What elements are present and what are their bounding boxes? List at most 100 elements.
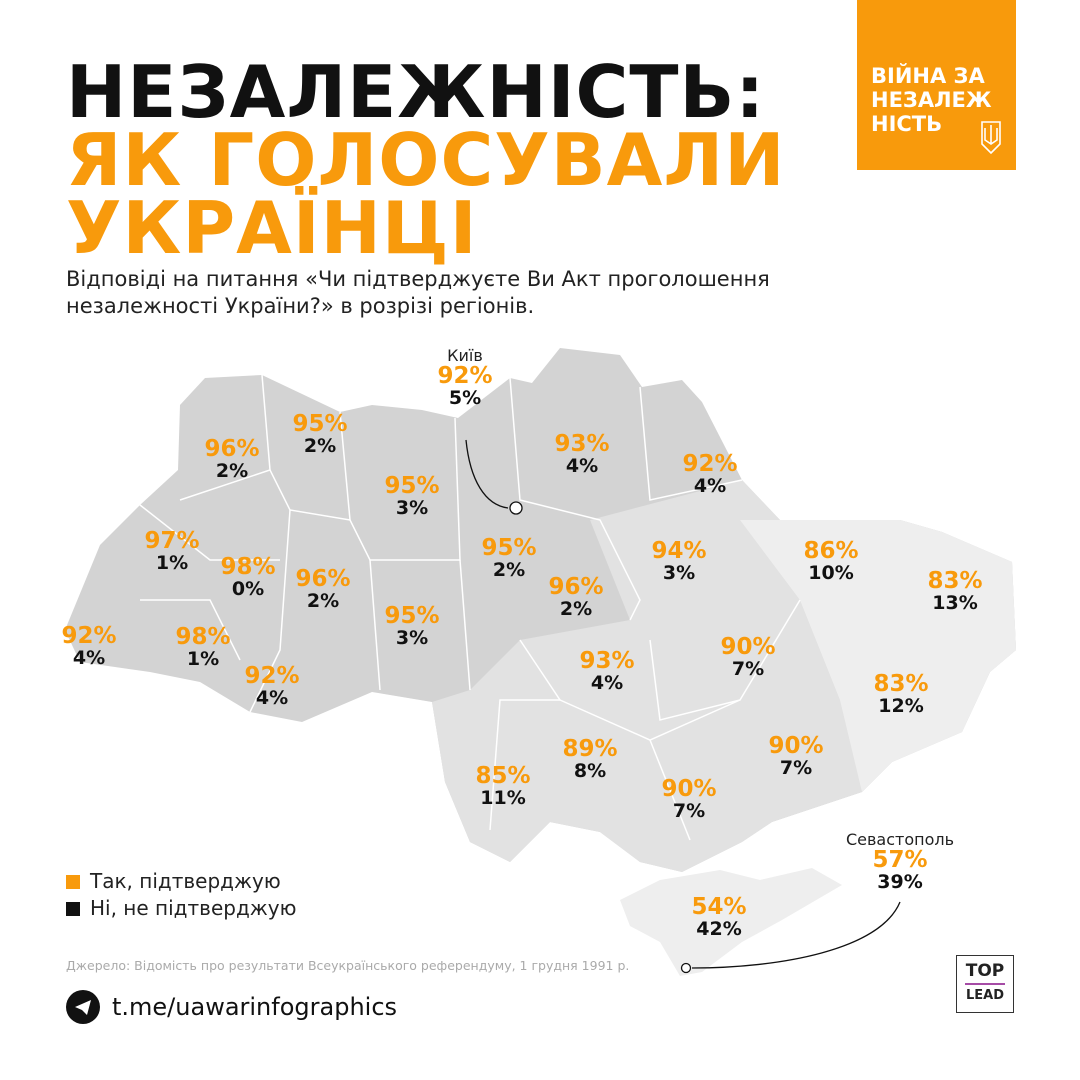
sevastopol-arrow — [691, 901, 901, 969]
no-percent: 1% — [186, 648, 220, 670]
yes-percent: 98% — [220, 554, 276, 580]
region-label: 95% 3% — [384, 603, 440, 650]
yes-percent: 93% — [554, 431, 610, 457]
no-percent: 10% — [808, 562, 854, 584]
yes-percent: 96% — [548, 574, 604, 600]
region-label: 83% 13% — [927, 568, 983, 615]
region-label: 95% 2% — [292, 411, 348, 458]
region-borders — [139, 374, 801, 841]
yes-percent: 97% — [144, 528, 200, 554]
yes-percent: 95% — [384, 473, 440, 499]
telegram-link[interactable]: t.me/uawarinfographics — [66, 990, 397, 1024]
map-crimea — [620, 868, 842, 976]
yes-percent: 90% — [661, 776, 717, 802]
page-title: НЕЗАЛЕЖНІСТЬ: ЯК ГОЛОСУВАЛИ УКРАЇНЦІ — [66, 50, 786, 270]
region-label: 90% 7% — [768, 733, 824, 780]
subtitle: Відповіді на питання «Чи підтверджуєте В… — [66, 267, 770, 318]
region-label: 54% 42% — [691, 894, 747, 941]
no-percent: 4% — [72, 647, 106, 669]
trident-icon — [981, 121, 1001, 154]
region-label: 92% 4% — [244, 663, 300, 710]
legend-label: Ні, не підтверджую — [90, 896, 297, 920]
no-percent: 8% — [573, 760, 607, 782]
region-label: 96% 2% — [204, 438, 259, 483]
legend: Так, підтверджую Ні, не підтверджую — [66, 868, 296, 922]
city-name: Севастополь — [845, 830, 955, 849]
region-label: 83% 12% — [873, 671, 929, 718]
no-percent: 5% — [448, 387, 482, 409]
no-percent: 11% — [480, 787, 526, 809]
legend-label: Так, підтверджую — [90, 869, 281, 893]
no-percent: 4% — [565, 455, 599, 477]
map-far-east — [740, 520, 1016, 792]
no-percent: 4% — [693, 475, 727, 497]
no-percent: 2% — [492, 559, 526, 581]
toplead-logo: TOP LEAD — [956, 955, 1014, 1013]
yes-percent: 83% — [873, 671, 929, 697]
yes-percent: 95% — [481, 535, 537, 561]
no-percent: 2% — [303, 435, 337, 457]
series-badge: ВІЙНА ЗА НЕЗАЛЕЖ НІСТЬ — [857, 0, 1016, 170]
yes-percent: 95% — [292, 411, 348, 437]
region-label: 93% 4% — [554, 431, 610, 478]
region-label: 93% 4% — [579, 648, 635, 695]
region-label: 92% 4% — [682, 451, 738, 498]
yes-percent: 92% — [437, 363, 493, 389]
no-percent: 2% — [559, 598, 593, 620]
no-percent: 7% — [779, 757, 813, 779]
yes-percent: 54% — [691, 894, 747, 920]
kyiv-arrow — [465, 439, 509, 509]
kyiv-marker — [509, 501, 523, 515]
logo-top: TOP — [965, 961, 1005, 981]
yes-percent: 96% — [295, 566, 351, 592]
yes-percent: 89% — [562, 736, 618, 762]
yes-percent: 94% — [651, 538, 707, 564]
yes-percent: 93% — [579, 648, 635, 674]
yes-percent: 86% — [803, 538, 859, 564]
yes-percent: 90% — [768, 733, 824, 759]
region-label: 96% 2% — [295, 566, 351, 613]
logo-bottom: LEAD — [965, 988, 1005, 1003]
no-percent: 7% — [672, 800, 706, 822]
yes-percent: 57% — [872, 847, 928, 873]
badge-line: НЕЗАЛЕЖ — [871, 88, 992, 112]
region-label: 98% 1% — [175, 626, 230, 671]
no-percent: 7% — [731, 658, 765, 680]
legend-item-yes: Так, підтверджую — [66, 868, 296, 895]
telegram-link-text[interactable]: t.me/uawarinfographics — [112, 993, 398, 1021]
region-label: 95% 2% — [481, 535, 537, 582]
title-line-3: УКРАЇНЦІ — [66, 186, 478, 270]
title-line-1: НЕЗАЛЕЖНІСТЬ: — [66, 50, 766, 134]
region-label: Київ 92% 5% — [437, 346, 493, 410]
logo-divider — [965, 983, 1005, 985]
yes-percent: 92% — [682, 451, 738, 477]
region-label: 98% 0% — [220, 554, 276, 601]
no-percent: 42% — [696, 918, 742, 940]
region-label: 92% 4% — [61, 623, 117, 670]
no-percent: 12% — [878, 695, 924, 717]
no-percent: 1% — [155, 552, 189, 574]
region-label: 94% 3% — [651, 538, 707, 585]
city-name: Київ — [447, 346, 483, 365]
no-percent: 2% — [215, 460, 249, 482]
region-label: 96% 2% — [548, 574, 604, 621]
no-percent: 2% — [306, 590, 340, 612]
region-label: 89% 8% — [562, 736, 618, 783]
no-percent: 4% — [590, 672, 624, 694]
title-line-2: ЯК ГОЛОСУВАЛИ — [66, 118, 786, 202]
legend-swatch-yes — [66, 875, 80, 889]
yes-percent: 95% — [384, 603, 440, 629]
yes-percent: 92% — [244, 663, 300, 689]
no-percent: 0% — [231, 578, 265, 600]
region-label: 95% 3% — [384, 473, 440, 520]
legend-item-no: Ні, не підтверджую — [66, 895, 296, 922]
badge-line: НІСТЬ — [871, 112, 943, 136]
legend-swatch-no — [66, 902, 80, 916]
no-percent: 39% — [877, 871, 923, 893]
telegram-icon — [66, 990, 100, 1024]
yes-percent: 83% — [927, 568, 983, 594]
badge-line: ВІЙНА ЗА — [871, 64, 985, 88]
no-percent: 13% — [932, 592, 978, 614]
yes-percent: 92% — [61, 623, 117, 649]
